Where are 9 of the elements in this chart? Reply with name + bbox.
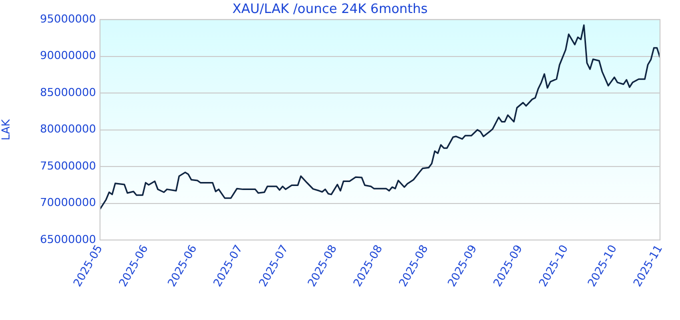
y-axis-title: LAK bbox=[0, 118, 12, 140]
y-tick-label: 70000000 bbox=[40, 196, 96, 210]
chart-title: XAU/LAK /ounce 24K 6months bbox=[232, 2, 428, 18]
y-tick-label: 90000000 bbox=[40, 49, 96, 62]
y-tick-label: 95000000 bbox=[40, 12, 96, 26]
y-tick-label: 85000000 bbox=[40, 86, 96, 99]
y-tick-label: 65000000 bbox=[40, 232, 96, 246]
y-tick-label: 80000000 bbox=[40, 122, 96, 136]
y-tick-label: 75000000 bbox=[40, 159, 96, 172]
